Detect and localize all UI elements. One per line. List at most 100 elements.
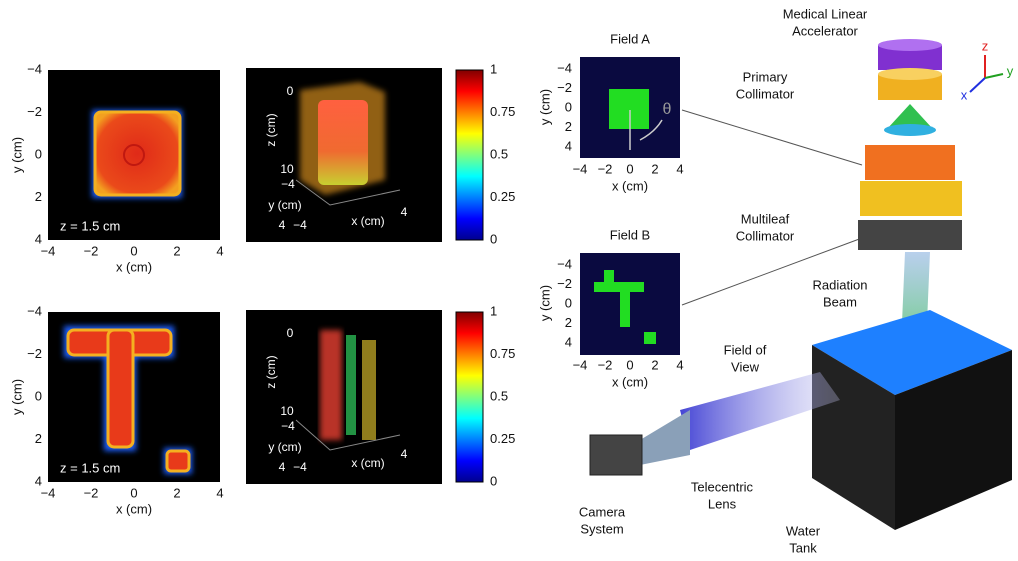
z-axis-label: z (cm) bbox=[264, 355, 278, 388]
water-tank bbox=[812, 310, 1012, 530]
x-axis-label: x (cm) bbox=[351, 456, 384, 470]
diagram-label: Multileaf bbox=[741, 211, 790, 226]
x-tick-label: −4 bbox=[41, 243, 56, 258]
label: −4 bbox=[281, 419, 295, 433]
annotation: z = 1.5 cm bbox=[60, 460, 120, 475]
colorbar-tick: 0.25 bbox=[490, 189, 515, 204]
angle-label: θ bbox=[663, 101, 672, 118]
colorbar-tick: 0.25 bbox=[490, 431, 515, 446]
x-axis-label: x (cm) bbox=[612, 374, 648, 389]
connector bbox=[682, 110, 862, 165]
y-tick-label: 0 bbox=[35, 388, 42, 403]
x-tick-label: 0 bbox=[130, 243, 137, 258]
field-a-shape bbox=[609, 89, 649, 129]
diagram-label: Collimator bbox=[736, 86, 795, 101]
y-tick-label: −4 bbox=[27, 61, 42, 76]
x-axis-label: x (cm) bbox=[116, 259, 152, 274]
axis-letter: y bbox=[1007, 63, 1014, 78]
label: −4 bbox=[281, 177, 295, 191]
z-axis-label: z (cm) bbox=[264, 113, 278, 146]
y-tick-label: 4 bbox=[565, 334, 572, 349]
colorbar-tick: 1 bbox=[490, 303, 497, 318]
x-tick-label: 4 bbox=[216, 485, 223, 500]
label: −4 bbox=[293, 218, 307, 232]
x-tick-label: −4 bbox=[573, 161, 588, 176]
diagram-label: System bbox=[580, 521, 623, 536]
y-axis-label: y (cm) bbox=[9, 137, 24, 173]
x-tick-label: 4 bbox=[676, 357, 683, 372]
jaws bbox=[860, 181, 962, 216]
diagram-label: View bbox=[731, 359, 760, 374]
x-tick-label: 4 bbox=[216, 243, 223, 258]
y-tick-label: 0 bbox=[35, 146, 42, 161]
y-tick-label: 4 bbox=[35, 231, 42, 246]
y-tick-label: 2 bbox=[35, 189, 42, 204]
coord-axes bbox=[970, 55, 1003, 92]
y-tick-label: −4 bbox=[557, 256, 572, 271]
colorbar-tick: 0 bbox=[490, 231, 497, 246]
y-tick-label: 2 bbox=[565, 119, 572, 134]
annotation: z = 1.5 cm bbox=[60, 218, 120, 233]
diagram-label: Lens bbox=[708, 496, 737, 511]
y-tick-label: 0 bbox=[565, 295, 572, 310]
y-axis-label: y (cm) bbox=[9, 379, 24, 415]
diagram-label: Water bbox=[786, 523, 821, 538]
x-tick-label: −2 bbox=[84, 243, 99, 258]
diagram-label: Medical Linear bbox=[783, 6, 868, 21]
x-tick-label: 2 bbox=[651, 357, 658, 372]
label: 4 bbox=[279, 460, 286, 474]
diagram-label: Camera bbox=[579, 504, 626, 519]
x-tick-label: −2 bbox=[598, 161, 613, 176]
y-tick-label: −2 bbox=[557, 80, 572, 95]
label: 0 bbox=[287, 84, 294, 98]
primary-collimator bbox=[865, 145, 955, 180]
y-tick-label: −2 bbox=[27, 346, 42, 361]
y-axis-label: y (cm) bbox=[268, 440, 301, 454]
y-axis-label: y (cm) bbox=[537, 285, 552, 321]
diagram-label: Primary bbox=[743, 69, 788, 84]
axis-letter: z bbox=[982, 38, 989, 53]
colorbar-top bbox=[456, 70, 483, 240]
colorbar-bottom bbox=[456, 312, 483, 482]
label: 4 bbox=[401, 205, 408, 219]
y-tick-label: −4 bbox=[27, 303, 42, 318]
x-tick-label: 0 bbox=[626, 357, 633, 372]
diagram-label: Telecentric bbox=[691, 479, 754, 494]
y-axis-label: y (cm) bbox=[537, 89, 552, 125]
label: 4 bbox=[279, 218, 286, 232]
y-tick-label: −4 bbox=[557, 60, 572, 75]
x-axis-label: x (cm) bbox=[116, 501, 152, 516]
axis-letter: x bbox=[961, 87, 968, 102]
x-tick-label: 2 bbox=[173, 243, 180, 258]
x-tick-label: 2 bbox=[173, 485, 180, 500]
linac bbox=[878, 39, 942, 136]
colorbar-tick: 0.75 bbox=[490, 346, 515, 361]
colorbar-tick: 1 bbox=[490, 61, 497, 76]
figure: −4−2024−4−2024x (cm)y (cm)−4−2024−4−2024… bbox=[0, 0, 1018, 561]
label: −4 bbox=[293, 460, 307, 474]
y-tick-label: 4 bbox=[565, 138, 572, 153]
y-tick-label: 2 bbox=[565, 315, 572, 330]
diagram-label: Field of bbox=[724, 342, 767, 357]
diagram-label: Collimator bbox=[736, 228, 795, 243]
x-tick-label: −2 bbox=[598, 357, 613, 372]
dose-square bbox=[95, 112, 180, 195]
y-tick-label: −2 bbox=[27, 104, 42, 119]
colorbar-tick: 0 bbox=[490, 473, 497, 488]
x-tick-label: −4 bbox=[573, 357, 588, 372]
diagram-label: Radiation bbox=[813, 277, 868, 292]
field-title: Field A bbox=[610, 31, 650, 46]
y-axis-label: y (cm) bbox=[268, 198, 301, 212]
diagram-label: Tank bbox=[789, 540, 817, 555]
x-tick-label: 0 bbox=[130, 485, 137, 500]
colorbar-tick: 0.5 bbox=[490, 146, 508, 161]
x-tick-label: −2 bbox=[84, 485, 99, 500]
diagram-label: Accelerator bbox=[792, 23, 858, 38]
diagram-label: Beam bbox=[823, 294, 857, 309]
colorbar-tick: 0.5 bbox=[490, 388, 508, 403]
x-axis-label: x (cm) bbox=[612, 178, 648, 193]
label: 4 bbox=[401, 447, 408, 461]
y-tick-label: 2 bbox=[35, 431, 42, 446]
label: 10 bbox=[280, 404, 294, 418]
x-tick-label: 4 bbox=[676, 161, 683, 176]
